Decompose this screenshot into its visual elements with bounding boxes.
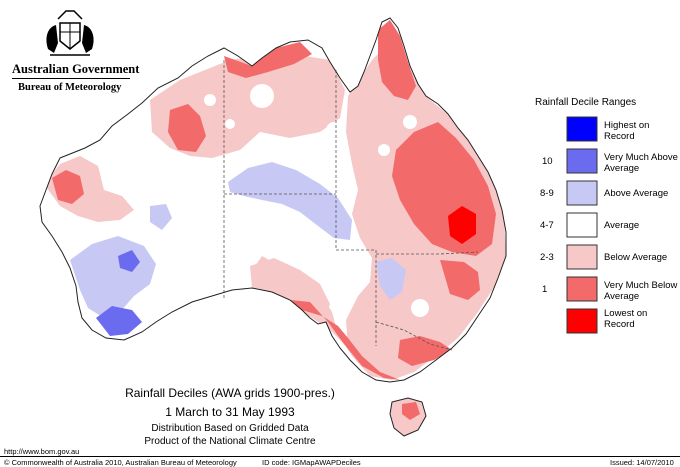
legend-decile-2-3: 2-3 xyxy=(540,252,554,263)
footer-copyright: © Commonwealth of Australia 2010, Austra… xyxy=(4,458,237,467)
legend-label-above: Above Average xyxy=(604,188,669,199)
avg-hole-1 xyxy=(250,84,274,108)
swatch-below xyxy=(566,244,598,270)
border-qld-nsw xyxy=(376,251,479,255)
legend-decile-4-7: 4-7 xyxy=(540,220,554,231)
above-average-central xyxy=(228,162,352,240)
legend-decile-1: 1 xyxy=(542,284,548,295)
legend-decile-10: 10 xyxy=(542,156,553,167)
caption-period: 1 March to 31 May 1993 xyxy=(165,405,295,419)
footer-issued: Issued: 14/07/2010 xyxy=(610,458,674,467)
caption-distribution: Distribution Based on Gridded Data xyxy=(151,423,309,434)
very-below-north-coast xyxy=(224,42,312,78)
very-below-kimberley xyxy=(168,104,206,152)
footer-url[interactable]: http://www.bom.gov.au xyxy=(4,447,80,456)
legend-label-below: Below Average xyxy=(604,252,668,263)
very-below-cape-york xyxy=(378,20,416,100)
gov-name: Australian Government xyxy=(12,62,140,76)
swatch-average xyxy=(566,212,598,238)
avg-hole-3 xyxy=(326,122,342,138)
very-below-vic xyxy=(398,336,452,366)
swatch-above xyxy=(566,180,598,206)
above-average-small xyxy=(376,258,406,300)
swatch-very-above xyxy=(566,148,598,174)
coat-of-arms-icon xyxy=(46,10,94,56)
legend-label-highest-record: Highest on Record xyxy=(604,120,650,142)
avg-hole-8 xyxy=(225,119,235,129)
border-sa-qld xyxy=(336,249,377,346)
border-nsw-vic xyxy=(375,321,453,351)
above-average-west xyxy=(150,204,172,230)
avg-hole-4 xyxy=(403,115,417,129)
avg-hole-7 xyxy=(354,264,366,276)
legend-label-very-below: Very Much Below Average xyxy=(604,280,678,302)
legend-label-very-above: Very Much Above Average xyxy=(604,152,678,174)
caption-title: Rainfall Deciles (AWA grids 1900-pres.) xyxy=(125,386,335,400)
swatch-highest-record xyxy=(566,116,598,142)
coastline xyxy=(39,17,507,383)
swatch-very-below xyxy=(566,276,598,302)
state-borders xyxy=(223,60,479,351)
legend-decile-8-9: 8-9 xyxy=(540,188,554,199)
swatch-lowest-record xyxy=(566,308,598,334)
legend-label-average: Average xyxy=(604,220,640,231)
header-divider xyxy=(12,78,130,79)
caption-product: Product of the National Climate Centre xyxy=(144,436,316,447)
legend-label-lowest-record: Lowest on Record xyxy=(604,308,648,330)
avg-hole-5 xyxy=(378,144,390,156)
bureau-name: Bureau of Meteorology xyxy=(18,82,122,93)
avg-hole-6 xyxy=(411,299,429,317)
very-below-pilbara xyxy=(52,170,84,204)
avg-hole-2 xyxy=(204,94,216,106)
legend-title: Rainfall Decile Ranges xyxy=(535,97,637,108)
footer-divider xyxy=(0,456,680,457)
legend-swatches xyxy=(566,116,598,334)
very-above-southwest xyxy=(96,306,142,336)
lowest-on-record-patch xyxy=(448,206,476,244)
very-below-south xyxy=(290,300,400,380)
footer-id-code: ID code: IGMapAWAPDeciles xyxy=(262,458,361,467)
very-above-inland xyxy=(118,250,140,272)
very-below-nsw xyxy=(440,260,480,300)
tasmania-very-below xyxy=(402,402,420,420)
